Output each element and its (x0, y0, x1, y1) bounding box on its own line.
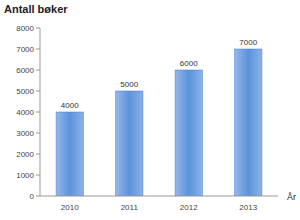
y-axis-label: Antall bøker (4, 3, 68, 15)
bar (235, 49, 262, 196)
x-axis (40, 196, 278, 197)
y-tick (36, 49, 40, 50)
y-tick-label: 4000 (16, 108, 34, 117)
y-tick (36, 70, 40, 71)
bar (175, 70, 202, 196)
chart-svg: Antall bøker 0 1000 2000 3000 4000 5000 6000 700… (0, 0, 300, 220)
x-tick-label: 2012 (180, 203, 198, 212)
y-tick-label: 7000 (16, 45, 34, 54)
y-tick (36, 154, 40, 155)
x-tick-label: 2013 (239, 203, 257, 212)
y-tick-label: 1000 (16, 171, 34, 180)
x-tick-label: 2010 (61, 203, 79, 212)
bars (56, 49, 262, 196)
y-tick-label: 6000 (16, 66, 34, 75)
y-tick-label: 3000 (16, 129, 34, 138)
x-axis-label: År (287, 192, 296, 202)
data-label: 4000 (61, 101, 79, 110)
y-tick-label: 0 (30, 192, 35, 201)
y-tick (36, 175, 40, 176)
data-label: 7000 (239, 38, 257, 47)
y-tick-label: 2000 (16, 150, 34, 159)
bar (56, 112, 83, 196)
chart-container: Antall bøker 0 1000 2000 3000 4000 5000 6000 700… (0, 0, 300, 220)
y-tick (36, 196, 40, 197)
data-label: 6000 (180, 59, 198, 68)
y-tick (36, 133, 40, 134)
y-tick (36, 28, 40, 29)
y-tick (36, 91, 40, 92)
y-axis (40, 28, 41, 196)
y-tick-label: 8000 (16, 24, 34, 33)
data-label: 5000 (120, 80, 138, 89)
y-tick-label: 5000 (16, 87, 34, 96)
y-tick (36, 112, 40, 113)
bar (116, 91, 143, 196)
x-tick-label: 2011 (121, 203, 139, 212)
